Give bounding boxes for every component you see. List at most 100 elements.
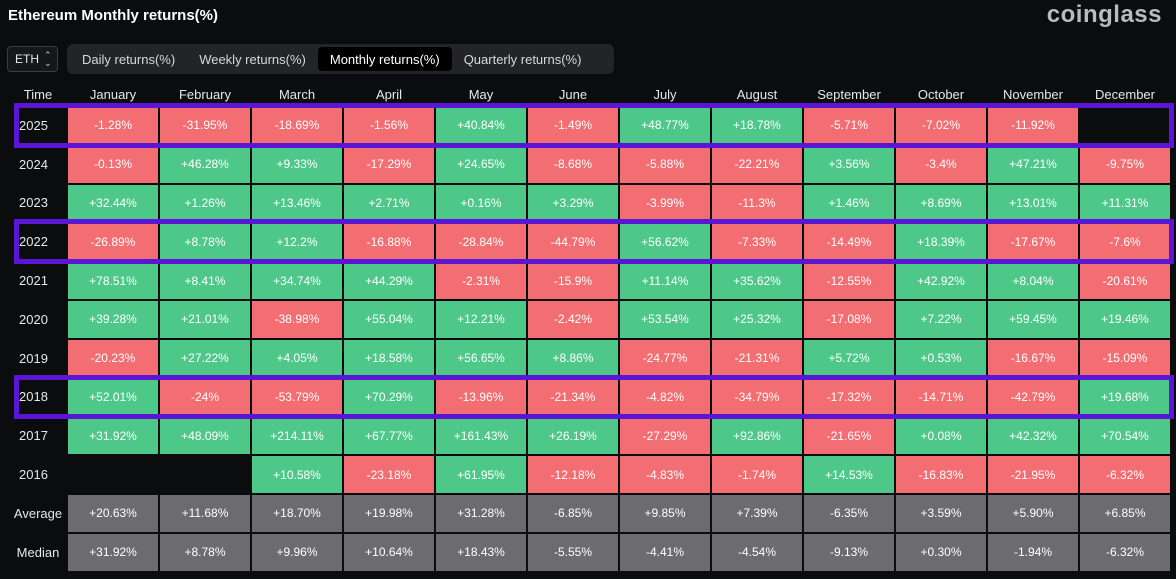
return-cell: -28.84% [436,223,526,261]
tab-monthly-returns[interactable]: Monthly returns(%) [317,47,452,71]
return-cell: -20.23% [68,339,158,377]
return-cell: +70.54% [1080,417,1170,455]
return-cell: -53.79% [252,378,342,416]
return-cell: -44.79% [528,223,618,261]
return-cell: -16.88% [344,223,434,261]
row-label: 2018 [19,389,48,405]
symbol-select[interactable]: ETH ⌃ ⌄ [7,46,58,72]
row-label: 2021 [19,273,48,289]
return-cell: +42.32% [988,417,1078,455]
column-header-may: May [468,87,494,102]
return-cell: -14.49% [804,223,894,261]
return-cell: -24% [160,378,250,416]
return-cell: +6.85% [1080,494,1170,532]
return-cell: +4.05% [252,339,342,377]
return-cell: -4.54% [712,533,802,571]
return-cell: +2.71% [344,184,434,222]
row-label: 2022 [19,234,48,250]
stat-row-median: Median +31.92% +8.78% +9.96% +10.64% +18.43% -… [10,533,1170,571]
return-cell: +9.96% [252,533,342,571]
return-cell: -6.35% [804,494,894,532]
year-row-2021: 2021 +78.51% +8.41% +34.74% +44.29% -2.31% -15… [10,262,1170,299]
return-cell: +67.77% [344,417,434,455]
tab-weekly-returns[interactable]: Weekly returns(%) [199,51,306,67]
return-cell: -17.08% [804,300,894,338]
chevron-up-down-icon: ⌃ ⌄ [44,50,52,68]
return-cell: -1.49% [528,107,618,144]
return-cell: +42.92% [896,262,986,299]
return-cell: -7.02% [896,107,986,144]
return-cell: +3.56% [804,145,894,183]
column-header-april: April [375,87,402,102]
return-cell: +48.77% [620,107,710,144]
return-cell: +18.39% [896,223,986,261]
return-cell [68,456,158,493]
return-cell: +25.32% [712,300,802,338]
return-cell: +52.01% [68,378,158,416]
return-cell: -11.3% [712,184,802,222]
return-cell: +35.62% [712,262,802,299]
return-cell: -4.82% [620,378,710,416]
return-cell: +0.53% [896,339,986,377]
return-cell: +59.45% [988,300,1078,338]
column-header-november: November [1003,87,1063,102]
return-cell: +13.01% [988,184,1078,222]
return-cell: +70.29% [344,378,434,416]
year-row-2018: 2018 +52.01% -24% -53.79% +70.29% -13.96% -21.… [10,378,1170,416]
return-cell: +56.65% [436,339,526,377]
column-header-october: October [917,87,965,102]
return-cell: -24.77% [620,339,710,377]
return-cell [160,456,250,493]
stat-row-average: Average +20.63% +11.68% +18.70% +19.98% +31.2… [10,494,1170,532]
return-cell: -20.61% [1080,262,1170,299]
return-cell: -22.21% [712,145,802,183]
return-cell: -3.4% [896,145,986,183]
return-cell: -5.55% [528,533,618,571]
return-cell: -21.95% [988,456,1078,493]
return-cell: -6.32% [1080,456,1170,493]
column-header-august: August [736,87,778,102]
return-cell: +48.09% [160,417,250,455]
column-header-june: June [558,87,588,102]
return-cell: -7.33% [712,223,802,261]
return-cell: +5.90% [988,494,1078,532]
return-cell: +8.41% [160,262,250,299]
return-cell: -13.96% [436,378,526,416]
return-cell: +40.84% [436,107,526,144]
return-cell: +3.29% [528,184,618,222]
return-cell: +1.46% [804,184,894,222]
return-cell: -17.32% [804,378,894,416]
row-label: 2025 [19,117,48,133]
row-label: Median [16,544,60,560]
return-cell: +7.22% [896,300,986,338]
row-label: 2017 [19,428,48,444]
return-cell: +14.53% [804,456,894,493]
return-cell: +8.78% [160,223,250,261]
return-cell: +55.04% [344,300,434,338]
return-cell: +61.95% [436,456,526,493]
return-cell: -34.79% [712,378,802,416]
return-cell: +24.65% [436,145,526,183]
return-cell: +27.22% [160,339,250,377]
return-cell: +3.59% [896,494,986,532]
return-cell: -23.18% [344,456,434,493]
return-cell: -0.13% [68,145,158,183]
tab-daily-returns[interactable]: Daily returns(%) [82,51,176,67]
return-cell: +26.19% [528,417,618,455]
header-row: Time January February March April May June July… [10,84,1170,105]
return-cell: +0.30% [896,533,986,571]
year-row-2016: 2016 +10.58% -23.18% +61.95% -12.18% -4.83% -1… [10,456,1170,493]
return-cell: -7.6% [1080,223,1170,261]
page-title: Ethereum Monthly returns(%) [8,7,219,24]
year-row-2025: 2025 -1.28% -31.95% -18.69% -1.56% +40.84% -1.… [10,107,1170,144]
return-cell: +44.29% [344,262,434,299]
return-cell: +9.33% [252,145,342,183]
row-label: 2023 [19,195,48,211]
coinglass-logo: coinglass [1046,1,1162,28]
return-cell: +7.39% [712,494,802,532]
year-row-2024: 2024 -0.13% +46.28% +9.33% -17.29% +24.65% -8.… [10,145,1170,183]
tab-quarterly-returns[interactable]: Quarterly returns(%) [463,51,582,67]
return-cell: -1.56% [344,107,434,144]
row-label: 2016 [19,467,48,483]
return-cell: -18.69% [252,107,342,144]
